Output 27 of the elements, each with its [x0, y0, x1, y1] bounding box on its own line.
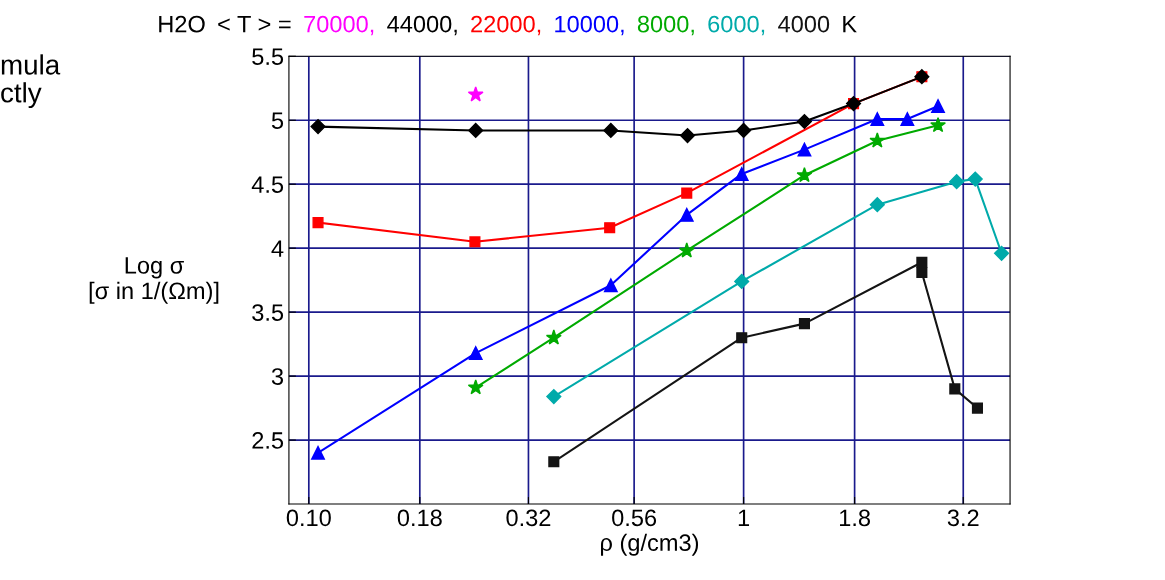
y-tick-label: 5 — [271, 112, 284, 130]
x-tick-label: 0.56 — [612, 509, 657, 527]
text: 6000, — [708, 15, 765, 36]
y-tick-label: 4 — [271, 240, 284, 257]
x-axis-title: ρ (g/cm3) — [601, 533, 699, 556]
text: 44000, — [387, 15, 457, 36]
y-tick-label: 4.5 — [251, 176, 284, 193]
x-tick-label: 1 — [738, 509, 750, 526]
y-tick-label: 3 — [271, 368, 284, 385]
x-tick-label: 0.32 — [506, 509, 551, 527]
x-tick-label: 3.2 — [947, 509, 979, 527]
y-tick-label: 3.5 — [252, 304, 284, 321]
legend-title: < T > = — [218, 15, 291, 33]
y-axis-title: Log σ [σ in 1/(Ωm)] — [89, 257, 219, 304]
text: 70000, — [304, 15, 374, 36]
y-tick-label: 2.5 — [252, 432, 284, 449]
text: K — [843, 15, 857, 33]
x-tick-label: 1.8 — [840, 509, 870, 527]
y-tick-label: 5.5 — [252, 48, 284, 66]
text: 8000, — [637, 15, 694, 36]
text: 4000 — [778, 15, 830, 33]
chart-title: H2O — [159, 15, 205, 33]
text: mula ctly — [1, 54, 61, 109]
text: 10000, — [555, 15, 624, 36]
x-tick-label: 0.10 — [286, 509, 331, 527]
text: 22000, — [471, 15, 541, 36]
x-tick-label: 0.18 — [397, 509, 442, 527]
